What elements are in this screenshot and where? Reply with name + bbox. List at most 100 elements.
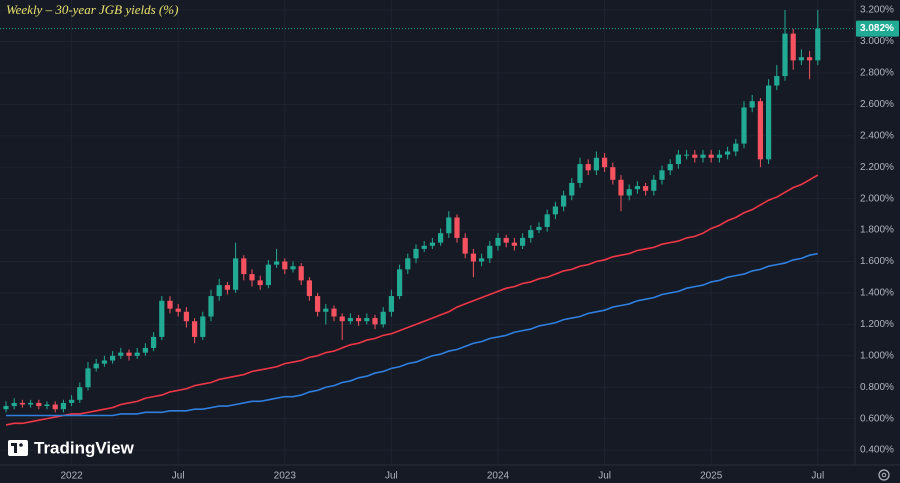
- candle-body: [233, 258, 239, 290]
- candle-body: [774, 76, 780, 86]
- candle-body: [626, 189, 632, 196]
- candle: [142, 343, 148, 356]
- candle-body: [479, 258, 485, 262]
- candle: [44, 401, 50, 410]
- candle: [561, 190, 567, 212]
- candle: [192, 318, 198, 344]
- candle: [3, 401, 9, 413]
- candle-body: [659, 170, 665, 180]
- candle-body: [101, 360, 107, 364]
- last-price-badge: [856, 20, 899, 37]
- last-price-label: 3.082%: [860, 23, 894, 34]
- y-tick-label: 0.800%: [860, 382, 894, 393]
- candle-body: [446, 217, 452, 234]
- candle: [290, 261, 296, 273]
- candle: [167, 296, 173, 314]
- candle: [159, 296, 165, 341]
- candle-body: [429, 242, 435, 246]
- logo: TradingView: [8, 438, 135, 457]
- candle: [331, 305, 337, 322]
- candle-body: [52, 404, 58, 410]
- candle: [733, 138, 739, 157]
- y-tick-label: 0.600%: [860, 413, 894, 424]
- candle-body: [372, 318, 378, 325]
- candle-body: [110, 355, 116, 361]
- candle-body: [651, 179, 657, 191]
- candle: [216, 278, 222, 301]
- candle: [798, 49, 804, 66]
- candle-body: [331, 308, 337, 317]
- candle-body: [634, 186, 640, 190]
- x-tick-label: Jul: [385, 471, 398, 482]
- candle-body: [454, 217, 460, 238]
- candle: [716, 149, 722, 163]
- candle-body: [323, 308, 329, 312]
- x-tick-label: 2024: [487, 471, 510, 482]
- settings-center[interactable]: [881, 472, 887, 478]
- logo-icon-part: [14, 443, 17, 453]
- candle: [749, 94, 755, 113]
- candle-body: [438, 233, 444, 243]
- candle-body: [28, 402, 34, 405]
- candle: [364, 313, 370, 325]
- candle-body: [577, 164, 583, 183]
- candle-body: [585, 164, 591, 171]
- candle-body: [700, 154, 706, 158]
- candle: [36, 399, 42, 410]
- candle-body: [462, 237, 468, 254]
- moving-average: [5, 174, 819, 426]
- y-tick-label: 3.000%: [860, 36, 894, 47]
- candle: [347, 313, 353, 325]
- candle-body: [93, 363, 99, 369]
- candle-body: [741, 107, 747, 144]
- candle: [405, 253, 411, 275]
- moving-average: [6, 252, 818, 417]
- candle: [503, 234, 509, 248]
- candle-body: [405, 258, 411, 270]
- candle: [429, 237, 435, 249]
- candle-body: [306, 280, 312, 297]
- candle-body: [470, 253, 476, 262]
- candle-body: [552, 206, 558, 215]
- candle-body: [561, 195, 567, 207]
- candle: [626, 184, 632, 201]
- candle-body: [733, 143, 739, 152]
- candle: [536, 222, 542, 234]
- candle-body: [282, 261, 288, 270]
- candle: [741, 101, 747, 149]
- y-tick-label: 2.000%: [860, 193, 894, 204]
- candle: [388, 289, 394, 317]
- candle: [110, 351, 116, 364]
- candle-body: [675, 154, 681, 165]
- candle-body: [790, 33, 796, 61]
- candle: [101, 355, 107, 367]
- candle: [183, 307, 189, 328]
- candle: [60, 399, 66, 413]
- grid: [0, 0, 855, 465]
- y-tick-label: 2.200%: [860, 162, 894, 173]
- candle-body: [602, 157, 608, 168]
- candle-body: [716, 154, 722, 158]
- candle: [52, 401, 58, 413]
- candle-body: [347, 318, 353, 322]
- candle: [372, 314, 378, 330]
- candle: [413, 244, 419, 264]
- candle-body: [134, 352, 140, 356]
- candle: [815, 10, 821, 66]
- x-tick-label: 2023: [274, 471, 297, 482]
- candle-body: [495, 237, 501, 246]
- candle: [528, 225, 534, 243]
- y-tick-label: 2.600%: [860, 99, 894, 110]
- candle: [438, 228, 444, 246]
- candle: [118, 347, 124, 359]
- settings-icon[interactable]: [878, 469, 890, 481]
- candle-body: [520, 237, 526, 246]
- settings-ring[interactable]: [878, 469, 890, 481]
- candle-body: [151, 336, 157, 348]
- candle-body: [421, 245, 427, 249]
- candle: [782, 10, 788, 81]
- candle: [708, 149, 714, 163]
- candle: [807, 50, 813, 80]
- candle-body: [413, 248, 419, 259]
